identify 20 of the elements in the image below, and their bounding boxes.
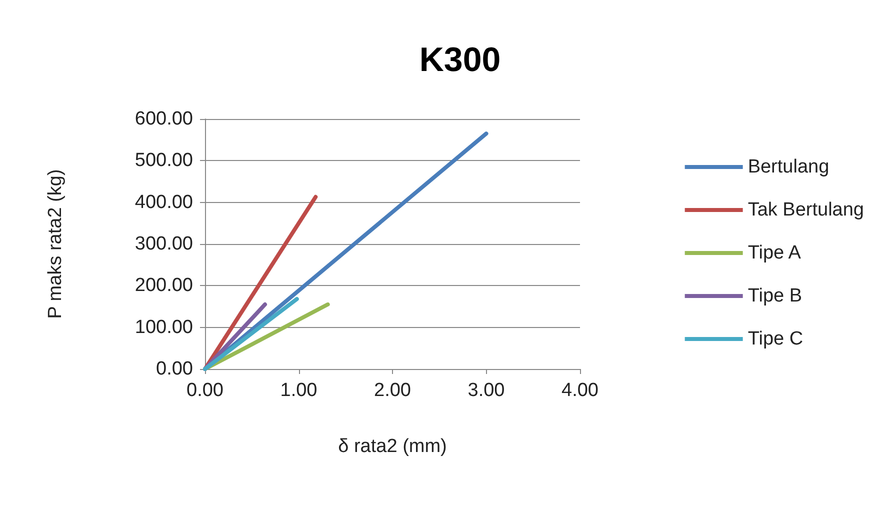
x-tick-label: 3.00 xyxy=(468,380,505,401)
y-tick-label: 200.00 xyxy=(134,275,193,296)
y-tick-label: 100.00 xyxy=(134,316,193,338)
legend-label: Bertulang xyxy=(748,156,830,178)
y-tick-label: 300.00 xyxy=(134,234,193,254)
y-axis-title: P maks rata2 (kg) xyxy=(45,169,66,319)
x-tick-label: 2.00 xyxy=(374,380,411,401)
x-tick-label: 0.00 xyxy=(186,380,224,401)
y-tick-label: 400.00 xyxy=(134,192,193,213)
legend-label: Tipe B xyxy=(748,286,802,306)
legend-label: Tipe A xyxy=(748,242,802,264)
legend-label: Tipe C xyxy=(748,328,804,350)
y-tick-label: 600.00 xyxy=(134,108,193,130)
y-tick-label: 500.00 xyxy=(134,150,193,172)
x-tick-label: 1.00 xyxy=(280,380,318,401)
x-axis-title: δ rata2 (mm) xyxy=(338,436,447,457)
legend-label: Tak Bertulang xyxy=(748,200,864,220)
y-tick-label: 0.00 xyxy=(156,358,193,380)
chart-title: K300 xyxy=(419,41,501,79)
x-tick-label: 4.00 xyxy=(562,380,598,401)
